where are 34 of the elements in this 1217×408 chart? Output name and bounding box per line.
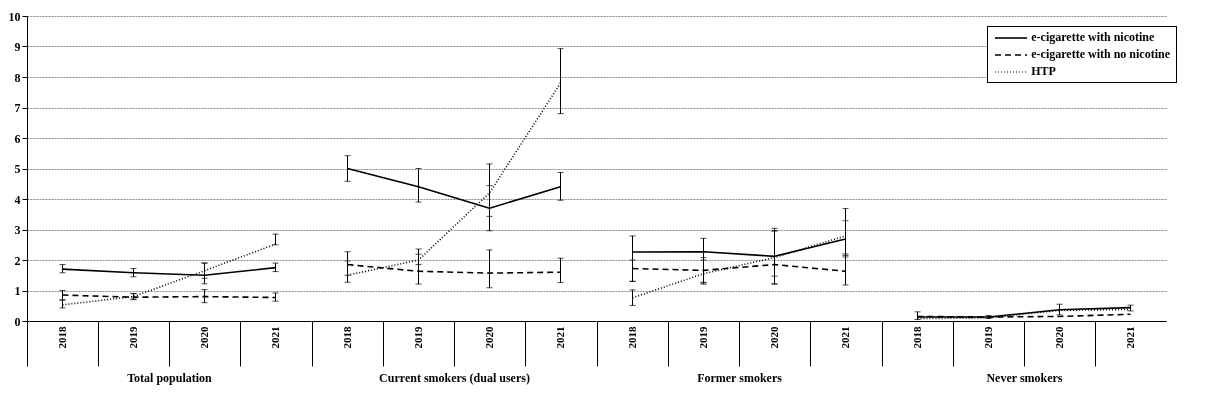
x-tick-label: 2018 — [625, 326, 638, 349]
y-tick-label: 6 — [14, 131, 21, 146]
y-tick-label: 9 — [14, 40, 21, 54]
y-tick-label: 4 — [14, 192, 21, 207]
x-tick-label: 2019 — [981, 326, 994, 349]
y-tick-label: 10 — [8, 9, 21, 24]
x-tick-label: 2020 — [767, 326, 780, 349]
y-tick-label: 2 — [14, 253, 21, 268]
y-tick-label: 1 — [14, 284, 21, 298]
x-tick-label: 2019 — [411, 326, 424, 349]
y-tick-label: 0 — [14, 314, 21, 329]
x-tick-label: 2020 — [482, 326, 495, 349]
y-tick-label: 5 — [14, 162, 21, 176]
x-tick-label: 2018 — [55, 326, 68, 349]
x-tick-label: 2020 — [197, 326, 210, 349]
x-axis-title: Current smokers (dual users) — [379, 371, 530, 385]
x-axis-title: Former smokers — [697, 371, 783, 385]
x-axis-title: Total population — [127, 371, 213, 385]
legend-label: e-cigarette with no nicotine — [1031, 46, 1170, 63]
legend-label: e-cigarette with nicotine — [1031, 29, 1155, 46]
x-tick-label: 2020 — [1052, 326, 1065, 349]
y-tick-label: 3 — [14, 223, 21, 237]
x-tick-label: 2018 — [910, 326, 923, 349]
y-tick-label: 7 — [14, 101, 21, 115]
x-axis-title: Never smokers — [986, 371, 1063, 385]
x-tick-label: 2021 — [1123, 326, 1136, 349]
y-tick-label: 8 — [14, 70, 21, 85]
legend-label: HTP — [1031, 63, 1056, 80]
x-tick-label: 2018 — [340, 326, 353, 349]
x-tick-label: 2019 — [126, 326, 139, 349]
x-tick-label: 2021 — [838, 326, 851, 349]
x-tick-label: 2021 — [553, 326, 566, 349]
x-tick-label: 2021 — [268, 326, 281, 349]
x-tick-label: 2019 — [696, 326, 709, 349]
